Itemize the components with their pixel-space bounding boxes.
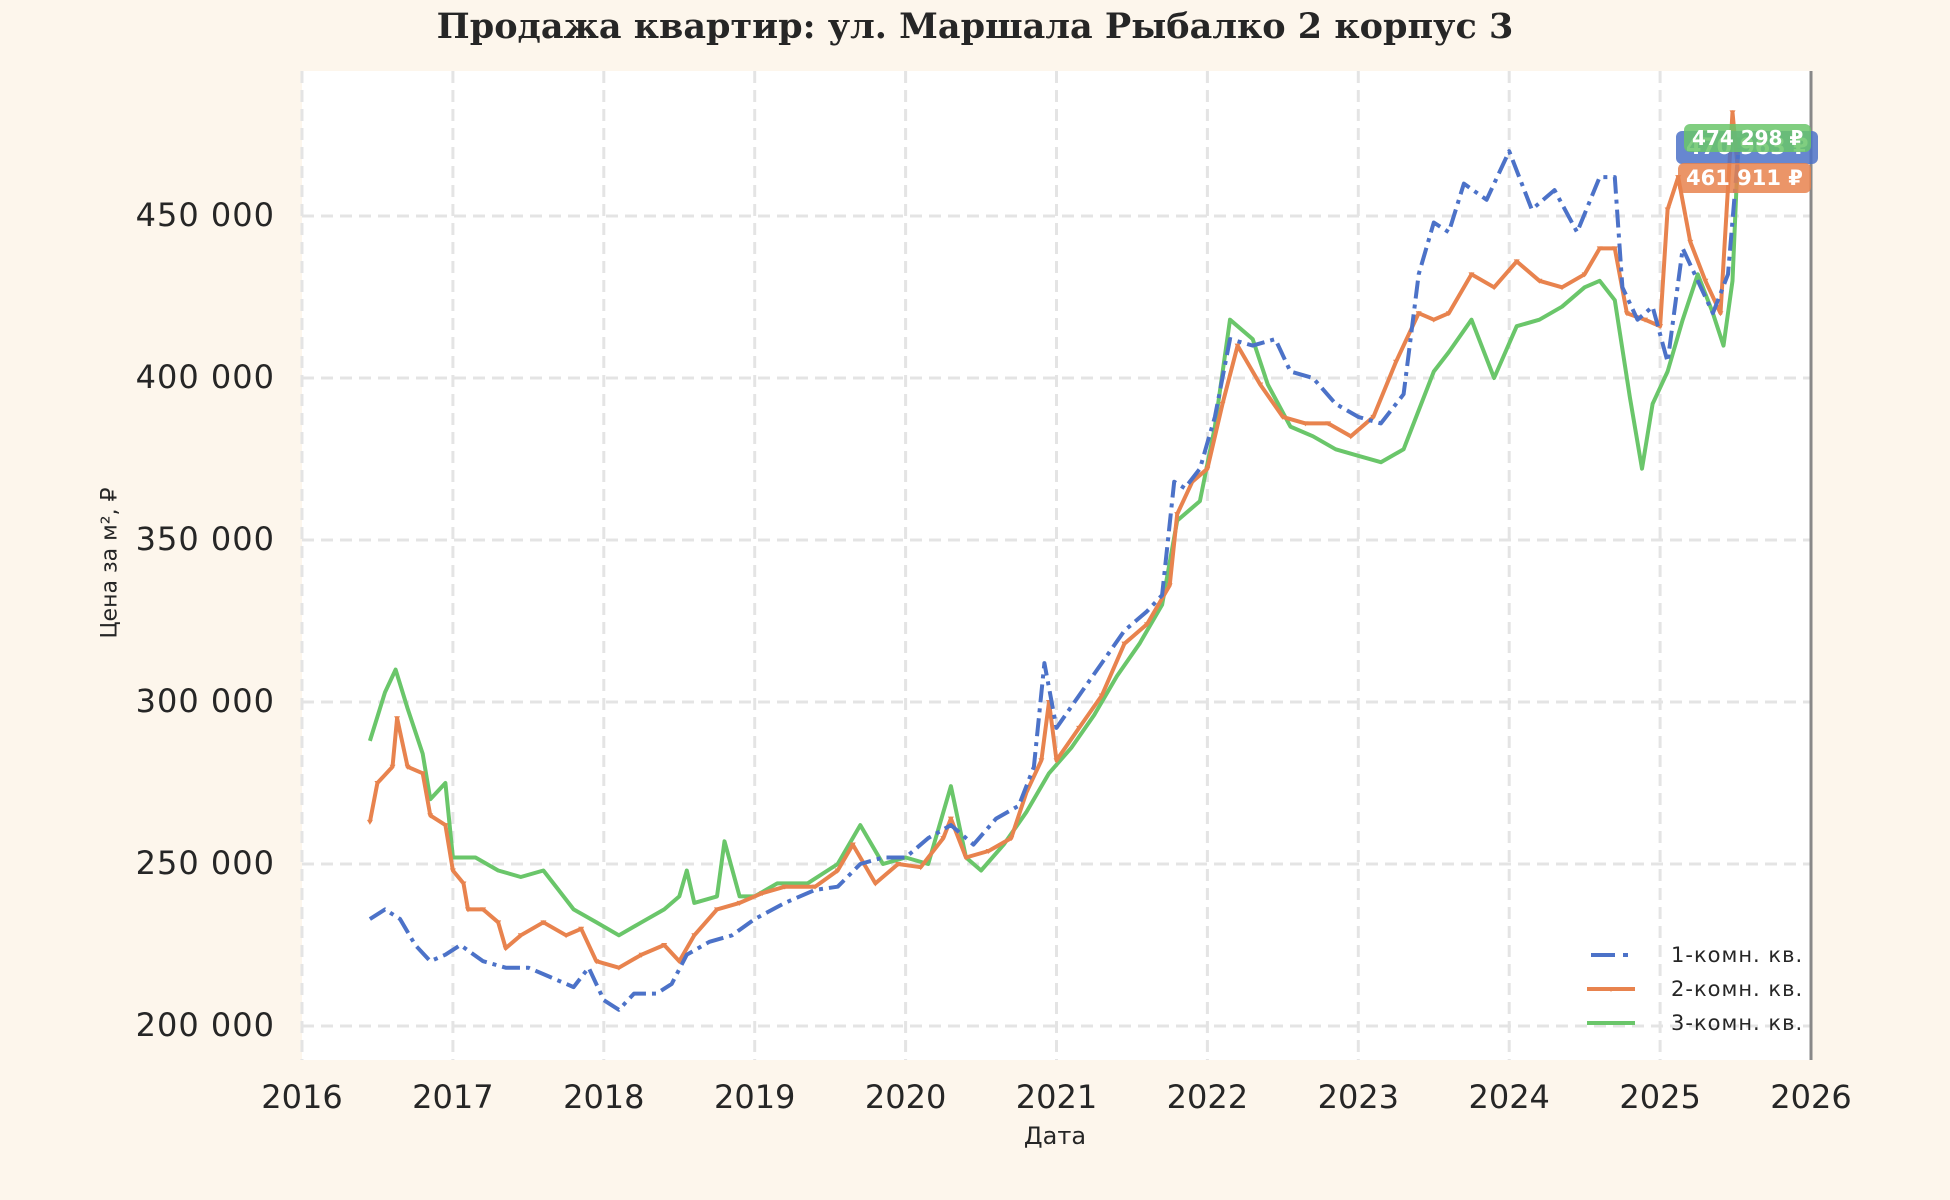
legend-label: 3-комн. кв. <box>1671 1011 1804 1035</box>
legend-label: 2-комн. кв. <box>1671 977 1804 1001</box>
x-tick-label: 2026 <box>1770 1078 1852 1116</box>
solid-line-icon <box>1587 1021 1635 1025</box>
x-tick-label: 2021 <box>1015 1078 1098 1116</box>
last-value-badge-3room: 474 298 ₽ <box>1684 124 1812 152</box>
series-lines <box>366 110 1742 1012</box>
marker-line-icon <box>1587 987 1635 992</box>
chart-title: Продажа квартир: ул. Маршала Рыбалко 2 к… <box>436 6 1514 47</box>
y-tick-label: 300 000 <box>135 682 275 720</box>
legend-label: 1-комн. кв. <box>1671 943 1804 967</box>
x-tick-label: 2023 <box>1317 1078 1400 1116</box>
x-tick-label: 2019 <box>713 1078 796 1116</box>
y-tick-label: 250 000 <box>135 844 275 882</box>
y-tick-label: 450 000 <box>135 196 275 234</box>
legend-item-1room: 1-комн. кв. <box>1583 938 1803 972</box>
x-tick-label: 2020 <box>864 1078 947 1116</box>
x-tick-label: 2022 <box>1166 1078 1249 1116</box>
series-line <box>368 147 1741 1012</box>
x-axis-label: Дата <box>1023 1122 1087 1150</box>
legend-item-2room: 2-комн. кв. <box>1583 972 1803 1006</box>
x-tick-label: 2016 <box>261 1078 343 1116</box>
x-tick-label: 2024 <box>1468 1078 1550 1116</box>
series-line <box>367 137 1741 938</box>
y-tick-label: 400 000 <box>135 358 275 396</box>
y-axis-label: Цена за м², ₽ <box>97 487 123 639</box>
x-tick-label: 2025 <box>1619 1078 1701 1116</box>
y-tick-label: 350 000 <box>135 520 275 558</box>
legend: 1-комн. кв. 2-комн. кв. 3-комн. кв. <box>1583 938 1803 1040</box>
last-value-badge-2room: 461 911 ₽ <box>1678 163 1811 193</box>
dashdot-line-icon <box>1591 953 1628 957</box>
y-tick-label: 200 000 <box>135 1006 275 1044</box>
legend-item-3room: 3-комн. кв. <box>1583 1006 1803 1040</box>
x-tick-label: 2017 <box>412 1078 494 1116</box>
x-tick-label: 2018 <box>563 1078 645 1116</box>
